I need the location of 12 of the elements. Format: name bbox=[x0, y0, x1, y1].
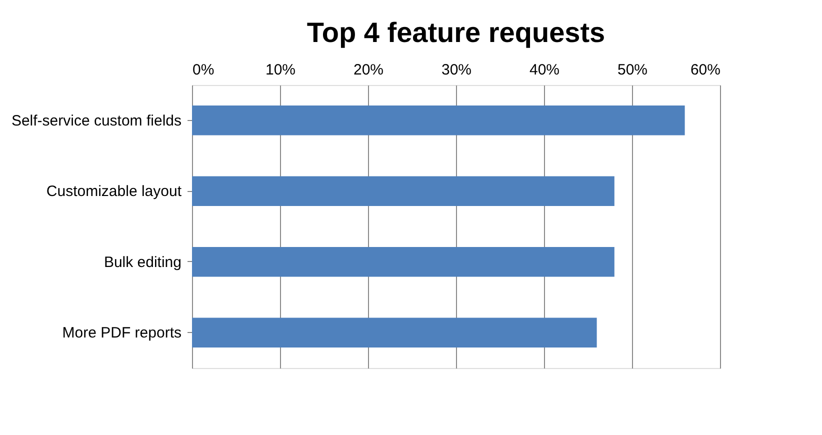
x-tick-label: 50% bbox=[617, 62, 648, 78]
y-tick-label: Self-service custom fields bbox=[11, 112, 182, 130]
x-tick-label: 60% bbox=[690, 62, 720, 78]
x-tick-label: 0% bbox=[192, 62, 214, 78]
x-tick-label: 30% bbox=[441, 62, 472, 78]
x-tick-label: 10% bbox=[265, 62, 296, 78]
y-tick-label: More PDF reports bbox=[62, 324, 182, 342]
x-tick-label: 40% bbox=[529, 62, 560, 78]
chart-title: Top 4 feature requests bbox=[306, 17, 606, 48]
y-tick-label: Bulk editing bbox=[104, 254, 182, 271]
y-tick-label: Customizable layout bbox=[46, 183, 182, 200]
x-tick-label: 20% bbox=[353, 62, 384, 78]
